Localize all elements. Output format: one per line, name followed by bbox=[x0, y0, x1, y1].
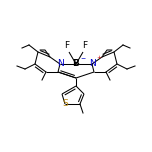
Text: F: F bbox=[82, 41, 88, 50]
Text: N: N bbox=[89, 59, 95, 69]
Text: S: S bbox=[62, 100, 68, 109]
Text: F: F bbox=[64, 41, 70, 50]
Text: +: + bbox=[96, 55, 101, 60]
Text: B: B bbox=[73, 59, 79, 69]
Text: −: − bbox=[80, 55, 85, 60]
Text: N: N bbox=[57, 59, 63, 69]
